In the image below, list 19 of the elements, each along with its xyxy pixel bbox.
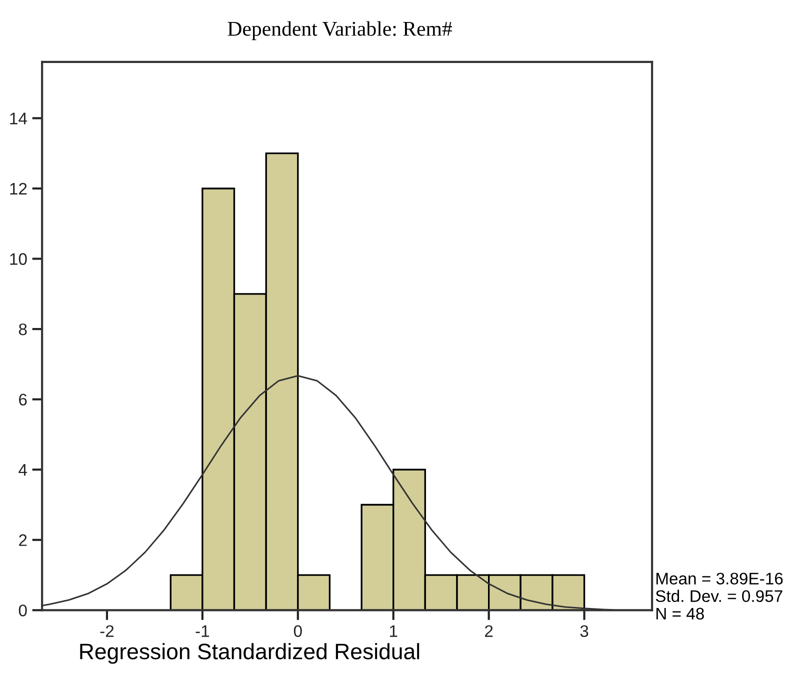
- x-axis-title: Regression Standardized Residual: [80, 643, 420, 664]
- y-tick-label: 0: [18, 604, 27, 616]
- x-tick-label: 2: [485, 625, 493, 637]
- x-tick-label: -1: [196, 625, 210, 637]
- x-tick-label: 0: [294, 625, 302, 637]
- text: Std. Dev. = 0.957: [656, 590, 782, 602]
- y-tick-label: 8: [18, 323, 27, 336]
- y-tick-label: 12: [10, 182, 27, 195]
- x-tick-label: 1: [390, 625, 398, 637]
- x-tick-label: 3: [580, 625, 588, 637]
- y-tick-label: 6: [19, 394, 27, 406]
- text: N = 48: [656, 608, 704, 620]
- y-tick-label: 10: [10, 253, 27, 265]
- y-tick-label: 4: [18, 464, 27, 476]
- x-tick-label: -2: [100, 625, 114, 637]
- text: Mean = 3.89E-16: [656, 572, 783, 584]
- chart-title: Dependent Variable: Rem#: [228, 21, 452, 40]
- y-tick-label: 2: [19, 534, 27, 546]
- y-tick-label: 14: [10, 112, 27, 124]
